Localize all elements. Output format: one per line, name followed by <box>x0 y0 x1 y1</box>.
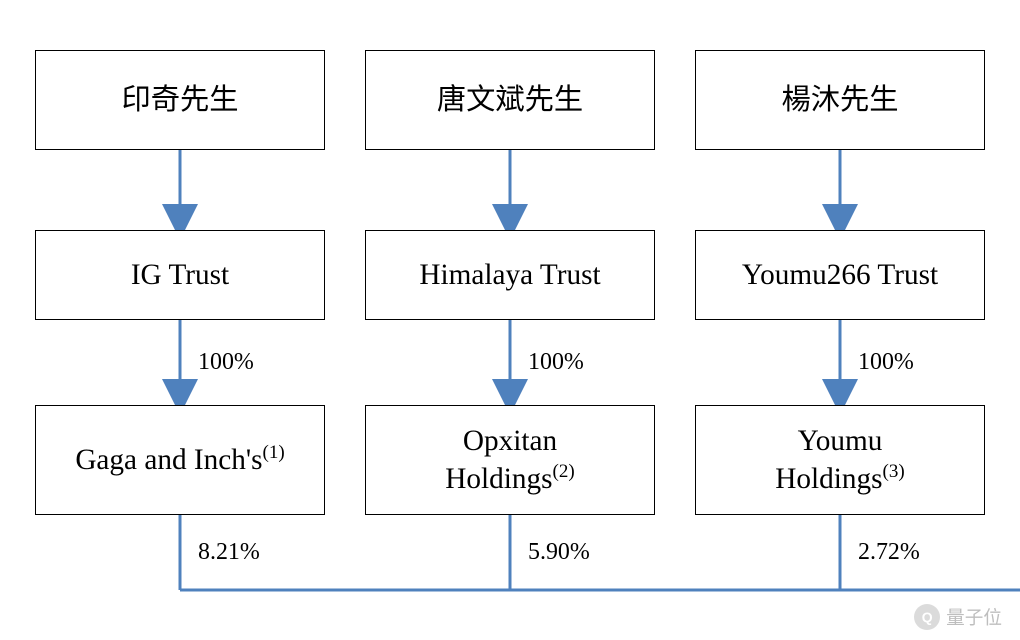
label-bottom-pct-col1: 8.21% <box>198 539 260 566</box>
watermark-icon: Q <box>914 604 940 630</box>
person-label-col2: 唐文斌先生 <box>437 82 583 119</box>
trust-label-col2: Himalaya Trust <box>419 257 600 294</box>
trust-label-col3: Youmu266 Trust <box>742 257 938 294</box>
watermark: Q 量子位 <box>914 603 1002 630</box>
person-label-col3: 楊沐先生 <box>782 82 899 119</box>
holding-label-col2: OpxitanHoldings(2) <box>445 423 574 497</box>
watermark-text: 量子位 <box>946 603 1002 630</box>
node-trust-col1: IG Trust <box>35 230 325 320</box>
node-person-col1: 印奇先生 <box>35 50 325 150</box>
node-holding-col3: YoumuHoldings(3) <box>695 405 985 515</box>
holding-label-col1: Gaga and Inch's(1) <box>75 441 284 478</box>
node-holding-col2: OpxitanHoldings(2) <box>365 405 655 515</box>
node-person-col2: 唐文斌先生 <box>365 50 655 150</box>
holding-label-col3: YoumuHoldings(3) <box>775 423 904 497</box>
label-bottom-pct-col3: 2.72% <box>858 539 920 566</box>
person-label-col1: 印奇先生 <box>122 82 239 119</box>
watermark-icon-letter: Q <box>922 609 933 625</box>
label-trust-holding-pct-col3: 100% <box>858 349 914 376</box>
label-trust-holding-pct-col2: 100% <box>528 349 584 376</box>
node-trust-col3: Youmu266 Trust <box>695 230 985 320</box>
node-trust-col2: Himalaya Trust <box>365 230 655 320</box>
node-holding-col1: Gaga and Inch's(1) <box>35 405 325 515</box>
label-trust-holding-pct-col1: 100% <box>198 349 254 376</box>
label-bottom-pct-col2: 5.90% <box>528 539 590 566</box>
trust-label-col1: IG Trust <box>131 257 229 294</box>
node-person-col3: 楊沐先生 <box>695 50 985 150</box>
